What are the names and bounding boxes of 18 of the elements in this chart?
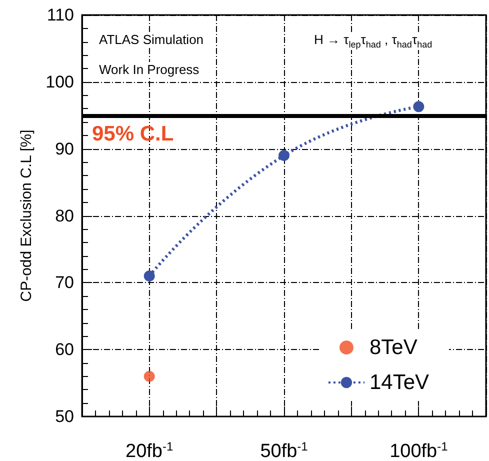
- legend-label: 8TeV: [369, 336, 418, 359]
- y-tick-label: 70: [55, 273, 74, 292]
- y-tick-label: 60: [55, 340, 74, 360]
- annotation: ATLAS Simulation: [97, 32, 206, 47]
- point: [278, 150, 290, 162]
- y-tick-label: 90: [55, 139, 74, 158]
- y-tick-label: 50: [55, 407, 74, 426]
- annotation: Work In Progress: [97, 62, 202, 77]
- annotation: H → τ$_{lep}$τ$_{had}$ , τ$_{had}$τ$_{had}$: [312, 32, 434, 50]
- y-tick-label: 100: [46, 72, 74, 92]
- point: [144, 370, 155, 382]
- y-axis-title: CP-odd Exclusion C.L [%]: [18, 130, 35, 302]
- point: [413, 101, 424, 112]
- point: [144, 270, 155, 282]
- y-tick-label: 80: [55, 206, 74, 226]
- y-tick-label: 110: [46, 6, 74, 24]
- ref-line-label: 95% C.L: [92, 122, 174, 146]
- legend-label: 14TeV: [369, 371, 429, 394]
